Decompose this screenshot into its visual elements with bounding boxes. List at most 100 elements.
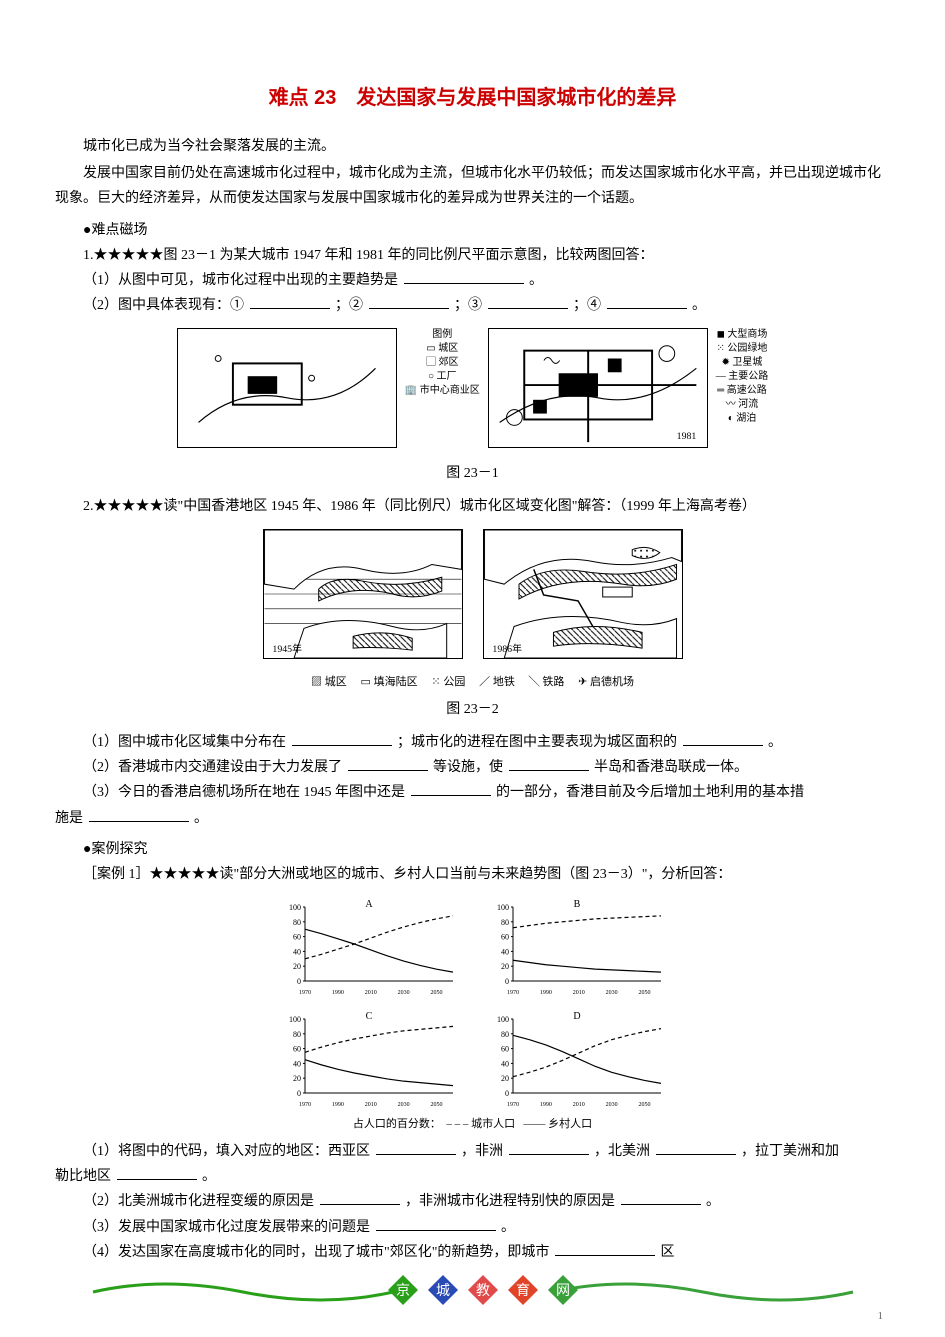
footer-band: 京 城 教 育 网 xyxy=(0,1270,945,1319)
svg-text:80: 80 xyxy=(293,1030,301,1039)
fig1-left xyxy=(177,328,397,448)
text: ；城市化的进程在图中主要表现为城区面积的 xyxy=(397,735,677,750)
svg-text:60: 60 xyxy=(501,1045,509,1054)
intro-p1: 城市化已成为当今社会聚落发展的主流。 xyxy=(55,134,890,159)
blank xyxy=(555,1240,655,1255)
text: 的一部分，香港目前及今后增加土地利用的基本措 xyxy=(496,785,804,800)
text: （3）今日的香港启德机场所在地在 1945 年图中还是 xyxy=(83,785,405,800)
text: 。 xyxy=(706,1194,720,1209)
text: （1）将图中的代码，填入对应的地区：西亚区 xyxy=(83,1144,370,1159)
blank xyxy=(404,269,524,284)
svg-text:60: 60 xyxy=(293,933,301,942)
legend-title: 占人口的百分数： xyxy=(353,1118,441,1130)
legend-item: 高速公路 xyxy=(727,385,767,396)
svg-text:1981: 1981 xyxy=(676,431,696,442)
svg-text:教: 教 xyxy=(476,1283,490,1299)
svg-text:2050: 2050 xyxy=(430,990,442,996)
svg-text:100: 100 xyxy=(289,1015,301,1024)
blank xyxy=(376,1140,456,1155)
svg-text:1970: 1970 xyxy=(299,1102,311,1108)
svg-text:60: 60 xyxy=(293,1045,301,1054)
text: 。 xyxy=(501,1220,515,1235)
blank xyxy=(509,756,589,771)
svg-text:1970: 1970 xyxy=(299,990,311,996)
svg-text:100: 100 xyxy=(497,1015,509,1024)
svg-text:2030: 2030 xyxy=(397,1102,409,1108)
text: 施是 xyxy=(55,811,83,826)
svg-text:C: C xyxy=(365,1011,372,1022)
svg-text:2010: 2010 xyxy=(364,990,376,996)
fig2-right: 1986年 xyxy=(483,529,683,659)
blank xyxy=(621,1190,701,1205)
text: ，非洲 xyxy=(461,1144,503,1159)
svg-text:2050: 2050 xyxy=(638,1102,650,1108)
text: 等设施，使 xyxy=(433,760,503,775)
trend-chart-D: 02040608010019701990201020302050 D xyxy=(487,1009,667,1109)
text: ，非洲城市化进程特别快的原因是 xyxy=(405,1194,615,1209)
svg-text:1990: 1990 xyxy=(539,1102,551,1108)
svg-text:1990: 1990 xyxy=(331,1102,343,1108)
page-number: 1 xyxy=(878,1307,884,1327)
svg-text:B: B xyxy=(573,899,580,910)
figure-23-3: 02040608010019701990201020302050 A 02040… xyxy=(55,897,890,1135)
svg-text:0: 0 xyxy=(297,1089,301,1098)
svg-text:100: 100 xyxy=(497,903,509,912)
legend-item: 市中心商业区 xyxy=(420,385,480,396)
legend-rural: 乡村人口 xyxy=(548,1118,592,1130)
blank xyxy=(250,294,330,309)
q3-sub1: （1）将图中的代码，填入对应的地区：西亚区 ，非洲 ，北美洲 ，拉丁美洲和加 xyxy=(55,1139,890,1164)
svg-text:育: 育 xyxy=(516,1283,530,1299)
svg-text:40: 40 xyxy=(501,948,509,957)
q1-sub1-prefix: （1）从图中可见，城市化过程中出现的主要趋势是 xyxy=(83,273,398,288)
q1-sub2-m2: ；③ xyxy=(454,298,482,313)
svg-text:2050: 2050 xyxy=(638,990,650,996)
text: 。 xyxy=(202,1169,216,1184)
text: 区 xyxy=(660,1245,674,1260)
blank xyxy=(656,1140,736,1155)
q1-sub2-prefix: （2）图中具体表现有：① xyxy=(83,298,244,313)
svg-text:1970: 1970 xyxy=(507,990,519,996)
q1-sub2-suffix: 。 xyxy=(692,298,706,313)
trend-chart-A: 02040608010019701990201020302050 A xyxy=(279,897,459,997)
case1-label: ［案例 1］★★★★★读"部分大洲或地区的城市、乡村人口当前与未来趋势图（图 2… xyxy=(55,862,890,887)
text: 。 xyxy=(768,735,782,750)
fig2-left-label: 1945年 xyxy=(272,642,302,655)
svg-text:1990: 1990 xyxy=(331,990,343,996)
svg-text:2030: 2030 xyxy=(605,1102,617,1108)
blank xyxy=(292,731,392,746)
svg-text:80: 80 xyxy=(293,918,301,927)
blank xyxy=(607,294,687,309)
text: （2）香港城市内交通建设由于大力发展了 xyxy=(83,760,342,775)
svg-text:20: 20 xyxy=(501,1074,509,1083)
legend-title: 图例 xyxy=(405,328,480,342)
q2-sub3-cont: 施是 。 xyxy=(55,806,890,831)
svg-text:40: 40 xyxy=(293,1060,301,1069)
svg-text:城: 城 xyxy=(436,1283,450,1299)
legend-item: 启德机场 xyxy=(590,676,634,688)
legend-item: 公园 xyxy=(443,676,465,688)
q1-stem: 1.★★★★★图 23－1 为某大城市 1947 年和 1981 年的同比例尺平… xyxy=(55,243,890,268)
blank xyxy=(488,294,568,309)
legend-item: 河流 xyxy=(738,399,758,410)
svg-text:网: 网 xyxy=(556,1284,570,1299)
section-label-2: ●案例探究 xyxy=(55,837,890,862)
q2-sub1: （1）图中城市化区域集中分布在 ；城市化的进程在图中主要表现为城区面积的 。 xyxy=(55,730,890,755)
page-title: 难点 23 发达国家与发展中国家城市化的差异 xyxy=(55,80,890,116)
fig1-caption: 图 23－1 xyxy=(55,461,890,486)
text: 勒比地区 xyxy=(55,1169,111,1184)
text: 。 xyxy=(194,811,208,826)
svg-text:60: 60 xyxy=(501,933,509,942)
svg-text:1970: 1970 xyxy=(507,1102,519,1108)
svg-text:20: 20 xyxy=(293,1074,301,1083)
q1-sub2-m3: ；④ xyxy=(573,298,601,313)
q1-sub1-suffix: 。 xyxy=(529,273,543,288)
fig1-legend-left: 图例 ▭ 城区 ▢ 郊区 ○ 工厂 🏢 市中心商业区 xyxy=(405,328,480,398)
q1-sub1: （1）从图中可见，城市化过程中出现的主要趋势是 。 xyxy=(55,268,890,293)
trend-chart-B: 02040608010019701990201020302050 B xyxy=(487,897,667,997)
svg-text:2010: 2010 xyxy=(572,1102,584,1108)
svg-text:D: D xyxy=(573,1011,580,1022)
fig2-left: 1945年 xyxy=(263,529,463,659)
q2-sub2: （2）香港城市内交通建设由于大力发展了 等设施，使 半岛和香港岛联成一体。 xyxy=(55,755,890,780)
blank xyxy=(348,756,428,771)
fig2-right-label: 1986年 xyxy=(492,642,522,655)
